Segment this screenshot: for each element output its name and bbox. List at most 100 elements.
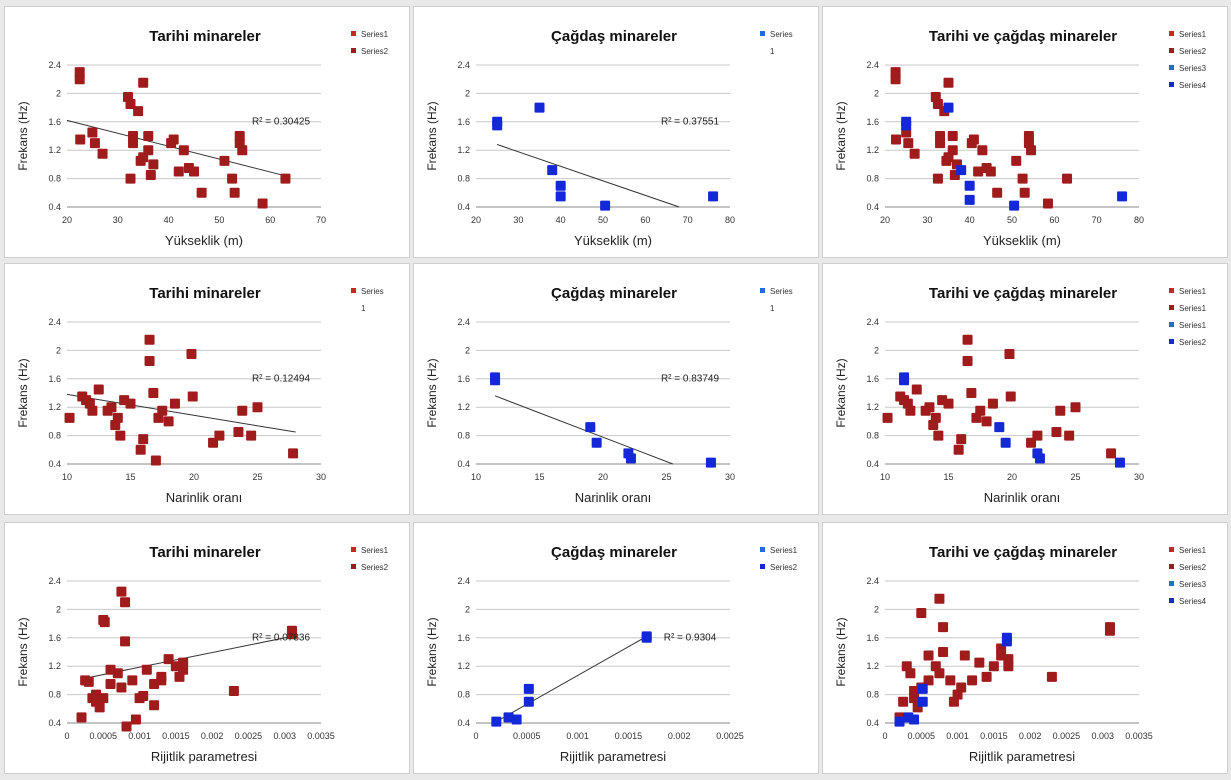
data-point — [625, 453, 636, 464]
x-tick-label: 10 — [62, 472, 72, 482]
data-point — [280, 173, 291, 184]
data-point — [891, 134, 902, 145]
x-axis-label: Rijitlik parametresi — [151, 749, 257, 764]
y-tick-label: 1.6 — [866, 117, 879, 127]
legend-label: Series1 — [1179, 304, 1207, 313]
data-point — [987, 398, 998, 409]
x-tick-label: 50 — [1007, 215, 1017, 225]
data-point — [178, 145, 189, 156]
data-point — [974, 657, 985, 668]
data-point — [934, 668, 945, 679]
data-point — [196, 187, 207, 198]
y-axis-label: Frekans (Hz) — [425, 358, 439, 427]
data-point — [1104, 622, 1115, 633]
chart-title: Tarihi ve çağdaş minareler — [929, 285, 1117, 302]
chart-panel-8: 0.4 0.8 1.2 1.6 2 2.4 0 0.0005 0.001 0.0015 0.002 0… — [413, 522, 819, 774]
x-tick-label: 60 — [1049, 215, 1059, 225]
y-tick-label: 2 — [56, 604, 61, 614]
x-tick-label: 0.0025 — [716, 731, 744, 741]
data-point — [87, 127, 98, 138]
data-point — [956, 165, 967, 176]
data-point — [144, 356, 155, 367]
trend-line — [66, 119, 291, 178]
data-point — [943, 77, 954, 88]
data-point — [917, 683, 928, 694]
data-point — [923, 650, 934, 661]
x-tick-label: 20 — [598, 472, 608, 482]
data-point — [219, 155, 230, 166]
x-tick-label: 0.0025 — [235, 731, 263, 741]
data-point — [163, 416, 174, 427]
data-point — [105, 678, 116, 689]
data-point — [933, 430, 944, 441]
data-point — [1011, 155, 1022, 166]
x-tick-label: 0 — [64, 731, 69, 741]
data-point — [89, 138, 100, 149]
legend-marker — [1169, 31, 1174, 36]
y-tick-label: 0.8 — [866, 690, 879, 700]
data-point — [973, 166, 984, 177]
chart-svg: 0.4 0.8 1.2 1.6 2 2.4 10 15 20 25 30 Narinlik oranı… — [425, 285, 793, 505]
y-tick-label: 1.2 — [457, 402, 470, 412]
data-point — [909, 693, 920, 704]
x-tick-label: 60 — [640, 215, 650, 225]
chart-panel-1: 0.4 0.8 1.2 1.6 2 2.4 20 30 40 50 60 70 Yükseklik (m… — [4, 6, 410, 258]
data-point — [490, 375, 501, 386]
y-tick-label: 1.6 — [48, 117, 61, 127]
data-point — [156, 675, 167, 686]
x-tick-label: 0.003 — [273, 731, 296, 741]
y-tick-label: 0.4 — [457, 459, 470, 469]
data-point — [511, 714, 522, 725]
y-tick-label: 2.4 — [457, 60, 470, 70]
data-point — [87, 405, 98, 416]
legend-marker — [760, 564, 765, 569]
data-point — [64, 412, 75, 423]
legend-label: Series — [770, 287, 793, 296]
data-point — [99, 617, 110, 628]
x-tick-label: 25 — [661, 472, 671, 482]
x-tick-label: 0.0005 — [513, 731, 541, 741]
y-tick-label: 2 — [874, 604, 879, 614]
data-point — [75, 134, 86, 145]
data-point — [956, 434, 967, 445]
data-point — [125, 398, 136, 409]
y-tick-label: 0.4 — [457, 718, 470, 728]
y-tick-label: 2.4 — [48, 576, 61, 586]
x-tick-label: 20 — [189, 472, 199, 482]
x-axis-label: Narinlik oranı — [575, 490, 652, 505]
data-point — [97, 148, 108, 159]
data-point — [909, 714, 920, 725]
y-tick-label: 0.8 — [457, 431, 470, 441]
legend-label: Series2 — [361, 563, 389, 572]
data-point — [286, 625, 297, 636]
data-point — [138, 691, 149, 702]
data-point — [169, 398, 180, 409]
data-point — [924, 402, 935, 413]
legend-marker — [760, 288, 765, 293]
legend-label: Series2 — [1179, 47, 1207, 56]
data-point — [115, 430, 126, 441]
data-point — [1117, 191, 1128, 202]
legend-marker — [1169, 547, 1174, 552]
data-point — [227, 173, 238, 184]
x-tick-label: 50 — [214, 215, 224, 225]
data-point — [930, 412, 941, 423]
chart-panel-7: 0.4 0.8 1.2 1.6 2 2.4 0 0.0005 0.001 0.0015 0.002 0… — [4, 522, 410, 774]
x-tick-label: 40 — [556, 215, 566, 225]
data-point — [962, 334, 973, 345]
legend-label: Series3 — [1179, 580, 1207, 589]
data-point — [968, 134, 979, 145]
data-point — [975, 405, 986, 416]
data-point — [708, 191, 719, 202]
data-point — [1003, 661, 1014, 672]
legend-label: Series4 — [1179, 81, 1207, 90]
x-tick-label: 0.002 — [201, 731, 224, 741]
data-point — [125, 173, 136, 184]
legend-marker — [760, 547, 765, 552]
data-point — [257, 198, 268, 209]
x-axis-label: Yükseklik (m) — [165, 233, 243, 248]
y-axis-label: Frekans (Hz) — [834, 101, 848, 170]
data-point — [890, 74, 901, 85]
y-tick-label: 1.2 — [48, 145, 61, 155]
r-squared-label: R² = 0.37551 — [661, 117, 720, 128]
